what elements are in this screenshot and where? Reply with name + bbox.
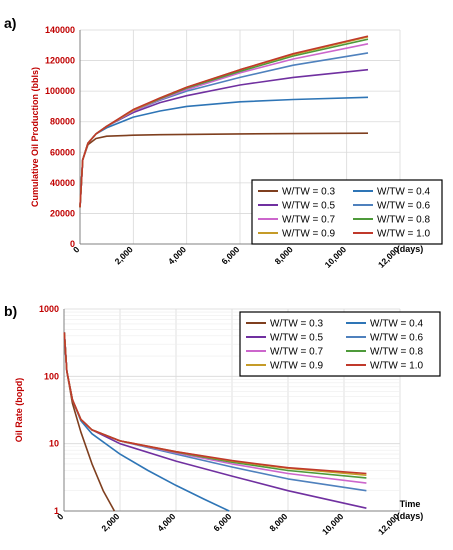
legend-box [251, 179, 443, 245]
legend-entry: W/TW = 0.4 [370, 319, 424, 330]
x-tick-label: 8,000 [267, 511, 289, 533]
y-axis-label: Oil Rate (bopd) [14, 378, 24, 443]
legend-entry: W/TW = 0.5 [282, 201, 336, 212]
legend-entry: W/TW = 0.8 [370, 347, 424, 358]
oil-rate-chart: 0 2,000 4,000 6,000 8,000 10,000 12,0001101001… [14, 304, 441, 537]
y-tick-label: 60000 [50, 147, 75, 157]
x-tick-label: 6,000 [219, 244, 241, 266]
y-tick-label: 140000 [45, 25, 75, 35]
y-tick-label: 80000 [50, 117, 75, 127]
x-tick-label: 10,000 [320, 511, 346, 537]
y-tick-label: 40000 [50, 178, 75, 188]
y-tick-label: 10 [49, 439, 59, 449]
legend-entry: W/TW = 0.7 [282, 215, 336, 226]
x-tick-label: 4,000 [155, 511, 177, 533]
legend-entry: W/TW = 0.9 [270, 361, 324, 372]
y-tick-label: 0 [70, 239, 75, 249]
y-tick-label: 20000 [50, 208, 75, 218]
legend-entry: W/TW = 0.7 [270, 347, 324, 358]
x-tick-label: 6,000 [211, 511, 233, 533]
x-axis-label-unit: (days) [397, 511, 424, 521]
legend-entry: W/TW = 0.9 [282, 229, 336, 240]
cumulative-oil-chart: 0 2,000 4,000 6,000 8,000 10,000 12,0000200004… [30, 25, 443, 270]
legend-entry: W/TW = 0.6 [370, 333, 424, 344]
legend-entry: W/TW = 0.8 [377, 215, 431, 226]
x-tick-label: 0 [71, 244, 82, 255]
x-tick-label: 8,000 [273, 244, 295, 266]
legend: W/TW = 0.3 W/TW = 0.4 W/TW = 0.5 W/TW = 0.6… [239, 311, 441, 377]
x-tick-label: 4,000 [166, 244, 188, 266]
x-tick-label: 0 [55, 511, 66, 522]
legend-entry: W/TW = 0.6 [377, 201, 431, 212]
x-axis-label-unit: (days) [397, 244, 424, 254]
y-tick-label: 120000 [45, 56, 75, 66]
legend-entry: W/TW = 0.5 [270, 333, 324, 344]
series-line [63, 332, 230, 512]
legend-box [239, 311, 441, 377]
series-line [63, 332, 367, 475]
series-line [63, 332, 116, 512]
y-tick-label: 100000 [45, 86, 75, 96]
legend-entry: W/TW = 1.0 [370, 361, 424, 372]
x-tick-label: 10,000 [323, 244, 349, 270]
panel-a-label: a) [4, 15, 16, 31]
x-tick-label: 2,000 [113, 244, 135, 266]
panel-b-label: b) [4, 303, 17, 319]
series-line [79, 35, 369, 208]
y-tick-label: 100 [44, 371, 59, 381]
y-tick-label: 1000 [39, 304, 59, 314]
legend: W/TW = 0.3 W/TW = 0.4 W/TW = 0.5 W/TW = 0.6… [251, 179, 443, 245]
legend-entry: W/TW = 0.3 [270, 319, 324, 330]
legend-entry: W/TW = 0.4 [377, 187, 431, 198]
y-axis-label: Cumulative Oil Production (bbls) [30, 67, 40, 207]
legend-entry: W/TW = 0.3 [282, 187, 336, 198]
x-tick-label: 2,000 [99, 511, 121, 533]
y-tick-label: 1 [54, 506, 59, 516]
legend-entry: W/TW = 1.0 [377, 229, 431, 240]
x-axis-label: Time [400, 499, 421, 509]
